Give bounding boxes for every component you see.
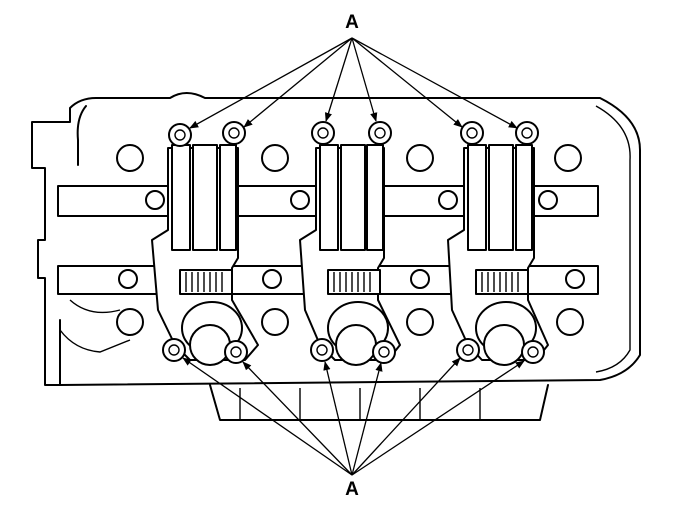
nut-top-6: [515, 121, 539, 145]
rocker-arm-assembly-3: [447, 144, 549, 366]
nut-bottom-1: [162, 338, 186, 362]
nut-bottom-4: [372, 340, 396, 364]
nut-bottom-6: [521, 340, 545, 364]
nut-top-4: [368, 121, 392, 145]
nut-bottom-5: [456, 338, 480, 362]
head-holes: [116, 144, 584, 336]
nut-top-3: [311, 121, 335, 145]
nut-top-1: [168, 123, 192, 147]
nut-top-5: [460, 121, 484, 145]
leader-lines-bottom: [182, 357, 525, 476]
nut-bottom-3: [310, 338, 334, 362]
rocker-arm-assembly-1: [151, 144, 259, 366]
leader-lines-top: [189, 37, 518, 129]
callout-label-bottom: A: [345, 479, 359, 500]
callout-label-top: A: [345, 12, 359, 33]
cylinder-head-outline: [31, 92, 641, 421]
nut-top-2: [222, 121, 246, 145]
nut-bottom-2: [224, 340, 248, 364]
rocker-arm-assembly-2: [299, 144, 401, 366]
